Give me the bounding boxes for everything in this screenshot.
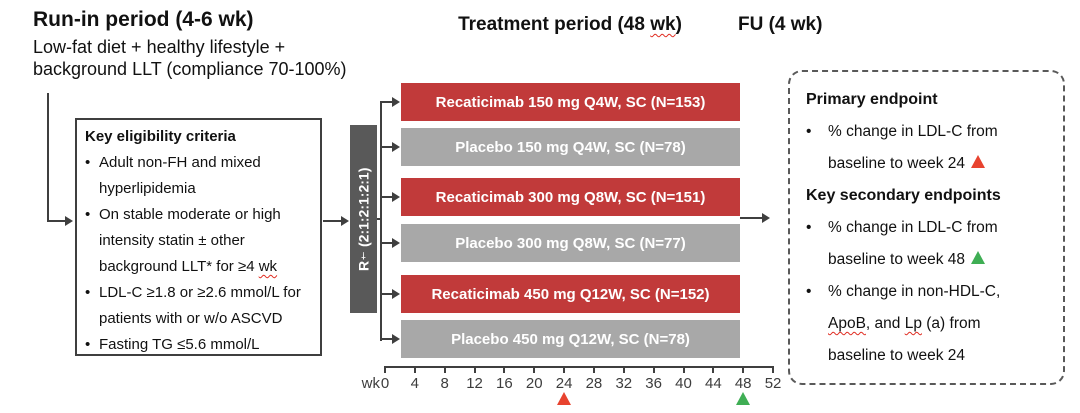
week-axis-tick-label: 20 [525,375,543,392]
week-axis-tick-label: 12 [466,375,483,392]
eligibility-item-text: Adult non-FH and mixed hyperlipidemia [99,154,261,197]
red-triangle-icon [971,155,986,168]
endpoint-item: • % change in LDL-C from baseline to week… [806,212,1049,276]
arrow-into-bar-icon [392,192,400,202]
eligibility-criteria-box: Key eligibility criteria • Adult non-FH a… [75,118,322,356]
branch-trunk-line [380,101,382,341]
endpoint-item-text: % change in LDL-C from baseline to week … [828,212,1040,276]
randomization-label: R † (2:1:2:1:2:1) [355,167,372,271]
treatment-bar-placebo: Placebo 450 mg Q12W, SC (N=78) [401,320,740,358]
bullet-icon: • [85,206,91,223]
week-axis-tick [384,366,386,373]
arrow-into-randomization-icon [341,216,349,226]
week-axis-tick-label: 8 [440,375,449,392]
week-axis-tick [622,366,625,373]
week-axis-tick-label: 48 [734,375,752,392]
eligibility-item: • On stable moderate or high intensity st… [85,202,312,280]
endpoint-section-heading: Key secondary endpoints [806,187,1001,204]
arrow-into-bar-icon [392,289,400,299]
week-axis-tick [592,366,595,373]
bullet-icon: • [85,336,91,353]
bullet-icon: • [806,123,812,140]
branch-line [381,242,393,244]
week-axis-tick [503,366,506,373]
runin-connector-line [47,93,49,222]
endpoint-item-text: % change in non-HDL-C, ApoB, and Lp (a) … [828,276,1040,372]
runin-period-title: Run-in period (4-6 wk) [33,8,254,31]
week-axis-tick-label: 16 [496,375,513,392]
bullet-icon: • [806,219,812,236]
treatment-bar-active: Recaticimab 300 mg Q8W, SC (N=151) [401,178,740,216]
eligibility-to-randomization-line [323,220,343,222]
week-axis-tick-label: 28 [585,375,603,392]
week-axis-tick-label: 24 [555,375,573,392]
endpoint-item: • % change in non-HDL-C, ApoB, and Lp (a)… [806,276,1049,372]
randomization-branch-line [377,218,382,220]
arrow-into-bar-icon [392,238,400,248]
week-axis-tick-label: 44 [705,375,722,392]
week-axis-tick [413,366,416,373]
week-axis-tick-label: 32 [615,375,633,392]
week-axis-tick [533,366,536,373]
eligibility-item-text: LDL-C ≥1.8 or ≥2.6 mmol/L for patients w… [99,284,301,327]
runin-connector-line [47,220,67,222]
week-axis-tick-label: 40 [675,375,692,392]
week-axis-tick-label: 36 [645,375,662,392]
week-axis-tick [682,366,685,373]
endpoint-section-heading: Primary endpoint [806,91,938,108]
primary-endpoint-week-marker [557,392,572,405]
treatment-bar-placebo: Placebo 150 mg Q4W, SC (N=78) [401,128,740,166]
branch-line [381,293,393,295]
endpoint-item-text: % change in LDL-C from baseline to week … [828,116,1040,180]
treatment-period-title: Treatment period (48 wk) [458,14,682,35]
week-axis-line [385,366,774,368]
treatment-bar-placebo: Placebo 300 mg Q8W, SC (N=77) [401,224,740,262]
endpoint-item-label: % change in LDL-C from baseline to week … [828,123,998,172]
week-axis-tick [652,366,655,373]
arrow-into-bar-icon [392,97,400,107]
endpoint-item: • % change in LDL-C from baseline to week… [806,116,1049,180]
endpoints-sections: Primary endpoint • % change in LDL-C from … [806,84,1049,372]
branch-line [381,101,393,103]
eligibility-item: • LDL-C ≥1.8 or ≥2.6 mmol/L for patients … [85,280,312,332]
week-axis-unit-label: wk [361,375,380,392]
bullet-icon: • [806,283,812,300]
runin-period-subtitle: Low-fat diet + healthy lifestyle + backg… [33,37,347,79]
week-axis-tick [772,366,775,373]
treatment-to-endpoints-line [740,217,763,219]
secondary-endpoint-week-marker [736,392,751,405]
week-axis-tick [742,366,745,373]
branch-line [381,146,393,148]
eligibility-item: • Adult non-FH and mixed hyperlipidemia [85,150,312,202]
bullet-icon: • [85,154,91,171]
arrow-into-eligibility-icon [65,216,73,226]
treatment-bar-active: Recaticimab 450 mg Q12W, SC (N=152) [401,275,740,313]
endpoint-item-label: % change in non-HDL-C, ApoB, and Lp (a) … [828,283,1001,364]
arrow-into-bar-icon [392,334,400,344]
eligibility-list: • Adult non-FH and mixed hyperlipidemia • O… [85,150,312,358]
eligibility-item-text: Fasting TG ≤5.6 mmol/L [99,336,260,353]
fu-period-title: FU (4 wk) [738,14,823,35]
week-axis-tick [563,366,566,373]
endpoint-item-label: % change in LDL-C from baseline to week … [828,219,998,268]
arrow-into-endpoints-icon [762,213,770,223]
week-axis-tick [473,366,476,373]
green-triangle-icon [971,251,986,264]
week-axis-tick-label: 4 [410,375,420,392]
week-axis-tick-label: 52 [764,375,782,392]
week-axis-tick [443,366,446,373]
week-axis-tick-label: 0 [380,375,390,392]
bullet-icon: • [85,284,91,301]
eligibility-item-text: On stable moderate or high intensity sta… [99,206,281,275]
arrow-into-bar-icon [392,142,400,152]
eligibility-item: • Fasting TG ≤5.6 mmol/L [85,332,312,358]
endpoints-box: Primary endpoint • % change in LDL-C from … [788,70,1065,385]
branch-line [381,196,393,198]
eligibility-title: Key eligibility criteria [85,128,236,145]
treatment-bar-active: Recaticimab 150 mg Q4W, SC (N=153) [401,83,740,121]
branch-line [381,338,393,340]
week-axis-tick [712,366,715,373]
randomization-bar: R † (2:1:2:1:2:1) [350,125,377,313]
